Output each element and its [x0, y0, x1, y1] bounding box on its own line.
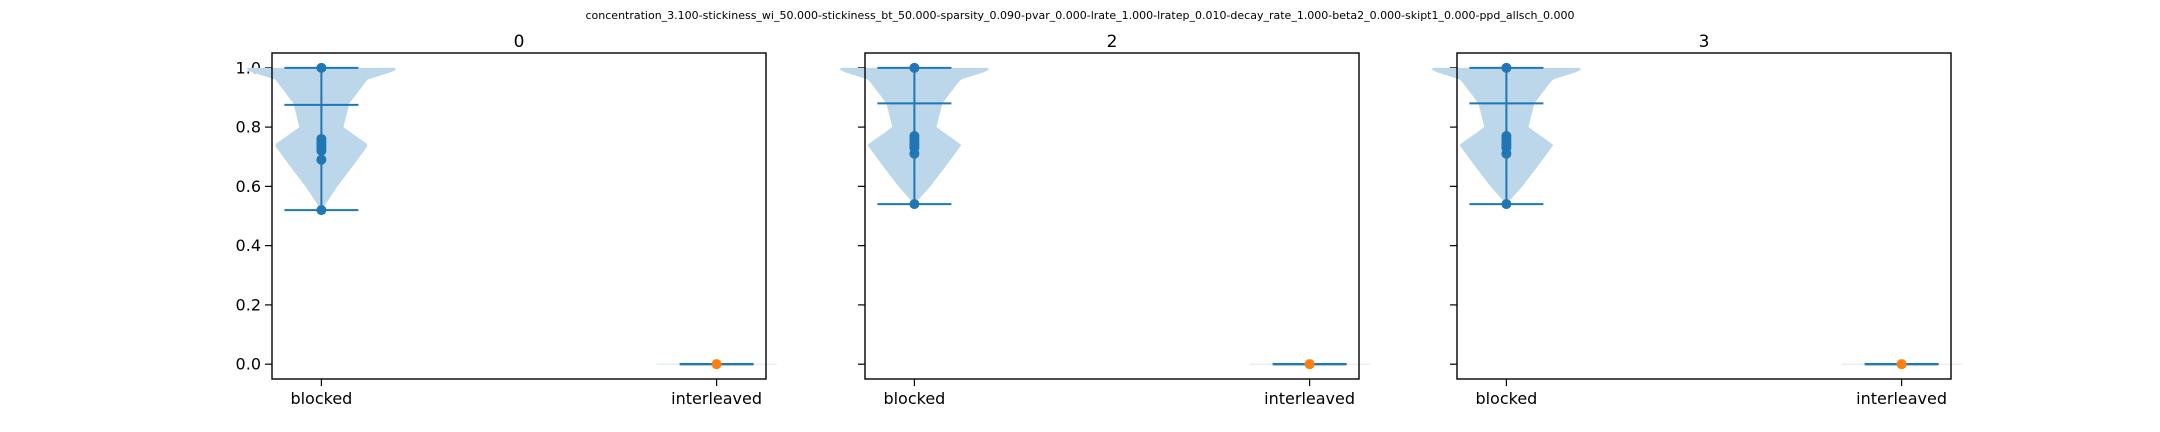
axes-frame	[271, 52, 767, 380]
y-tick-label: 0.8	[236, 118, 261, 137]
data-point	[1501, 199, 1512, 210]
x-tick-label: blocked	[1475, 389, 1537, 408]
data-point	[1896, 359, 1907, 370]
data-point	[1501, 62, 1512, 73]
axes-frame	[1456, 52, 1952, 380]
data-point	[316, 154, 327, 165]
x-tick-label: blocked	[290, 389, 352, 408]
data-point	[711, 359, 722, 370]
panel-title: 3	[1699, 32, 1710, 52]
data-point	[909, 199, 920, 210]
panel-title: 2	[1107, 32, 1118, 52]
x-tick-label: blocked	[883, 389, 945, 408]
y-tick-label: 0.2	[236, 295, 261, 314]
y-tick-label: 0.6	[236, 177, 261, 196]
chart-panel-0: 00.00.20.40.60.81.0blockedinterleaved	[236, 32, 777, 408]
figure-suptitle: concentration_3.100-stickiness_wi_50.000…	[586, 9, 1575, 22]
panel-title: 0	[514, 32, 525, 52]
chart-panel-3: 3 blocked interleaved	[1432, 32, 1962, 408]
data-point	[316, 205, 327, 216]
axes-frame	[864, 52, 1360, 380]
data-point	[909, 62, 920, 73]
data-point	[909, 148, 920, 159]
chart-panel-2: 2 blocked interleaved	[840, 32, 1370, 408]
data-point	[1304, 359, 1315, 370]
y-tick-label: 0.4	[236, 236, 261, 255]
y-tick-label: 0.0	[236, 355, 261, 374]
x-tick-label: interleaved	[1264, 389, 1355, 408]
data-point	[316, 145, 327, 156]
x-tick-label: interleaved	[671, 389, 762, 408]
data-point	[1501, 148, 1512, 159]
x-tick-label: interleaved	[1856, 389, 1947, 408]
data-point	[316, 62, 327, 73]
